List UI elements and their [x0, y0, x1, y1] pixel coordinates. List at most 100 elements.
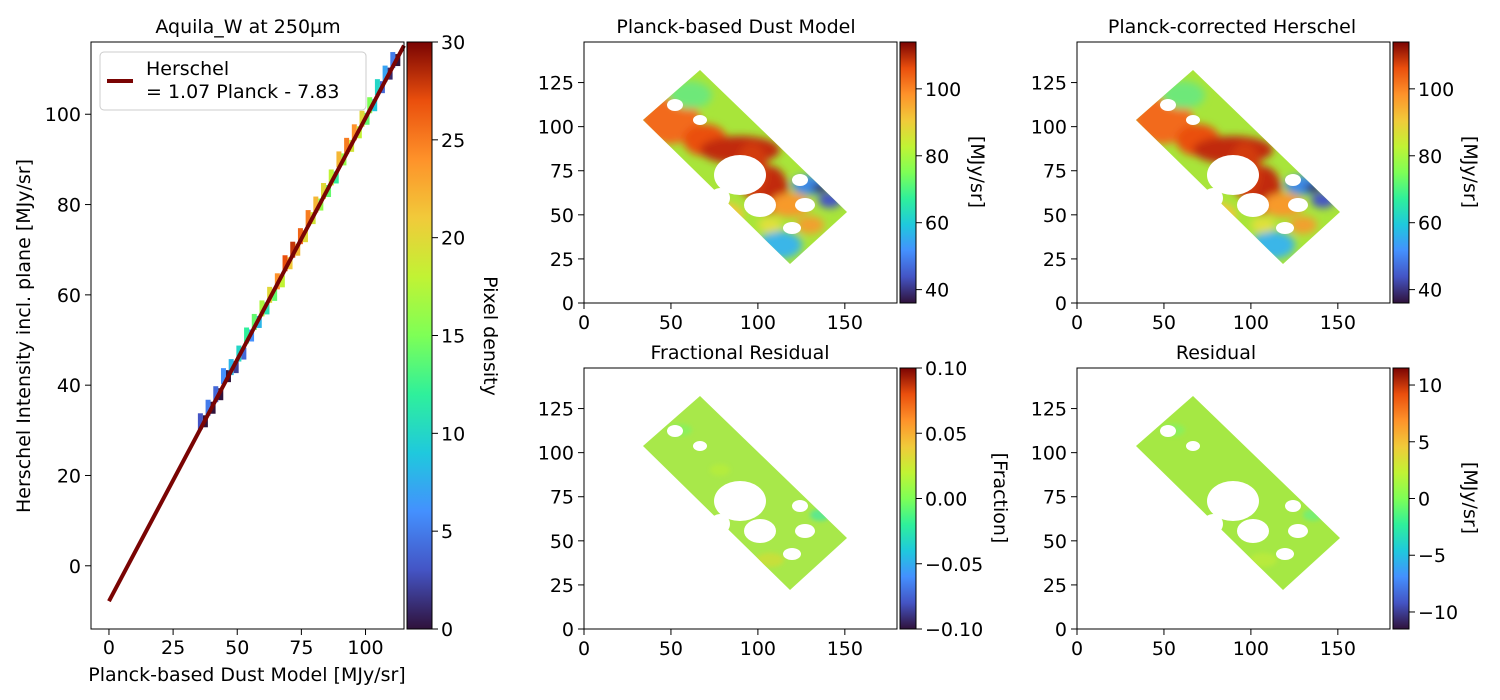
- density-cell: [205, 399, 211, 416]
- colorbar-tick-label: 0.00: [925, 489, 967, 511]
- x-tick-label: 75: [289, 637, 313, 659]
- y-tick-label: 125: [538, 399, 574, 421]
- x-tick-label: 50: [1152, 638, 1176, 660]
- map-colorbar: [899, 367, 917, 630]
- x-tick-label: 50: [1152, 312, 1176, 334]
- y-tick-label: 0: [1055, 619, 1067, 641]
- map-colorbar: [1392, 41, 1410, 304]
- map-colorbar-label: [MJy/sr]: [1459, 462, 1481, 534]
- density-cell: [359, 110, 365, 127]
- map-image: [1136, 396, 1340, 590]
- colorbar-tick-label: 10: [441, 423, 465, 445]
- density-cell: [251, 313, 257, 330]
- map-colorbar-ticks: 40 60 80 100: [1409, 79, 1454, 302]
- x-tick-label: 150: [827, 312, 863, 334]
- map-y-ticks: 0 25 50 75 100 125: [538, 399, 584, 641]
- x-tick-label: 150: [827, 638, 863, 660]
- masked-holes: [667, 99, 815, 234]
- x-tick-label: 150: [1320, 638, 1356, 660]
- map-colorbar-ticks: 40 60 80 100: [916, 79, 961, 302]
- colorbar-tick-label: 40: [925, 280, 949, 302]
- x-tick-label: 50: [659, 638, 683, 660]
- masked-holes: [667, 425, 815, 560]
- y-tick-label: 25: [1043, 575, 1067, 597]
- y-tick-label: 125: [538, 73, 574, 95]
- y-tick-label: 125: [1031, 73, 1067, 95]
- x-tick-label: 0: [578, 312, 590, 334]
- colorbar-tick-label: 100: [925, 79, 961, 101]
- colorbar-tick-label: 25: [441, 130, 465, 152]
- colorbar-tick-label: −0.10: [925, 619, 983, 641]
- density-cell: [244, 327, 250, 344]
- x-tick-label: 50: [225, 637, 249, 659]
- map-frame: [583, 367, 898, 630]
- y-tick-label: 80: [57, 195, 81, 217]
- y-tick-label: 0: [562, 293, 574, 315]
- colorbar-tick-label: 100: [1418, 79, 1454, 101]
- map-frame: [1076, 41, 1391, 304]
- density-cell: [328, 169, 334, 186]
- map-title: Planck-corrected Herschel: [1108, 16, 1356, 38]
- y-tick-label: 0: [562, 619, 574, 641]
- density-cell: [233, 361, 239, 374]
- colorbar-gradient: [406, 41, 433, 630]
- colorbar-tick-label: 30: [441, 32, 465, 54]
- density-cell: [279, 275, 285, 288]
- y-tick-label: 75: [550, 487, 574, 509]
- x-tick-label: 50: [659, 312, 683, 334]
- density-cell: [241, 347, 247, 360]
- colorbar-tick-label: 5: [1418, 432, 1430, 454]
- density-cell: [344, 137, 350, 154]
- density-cell: [321, 183, 327, 200]
- scatter-legend: Herschel = 1.07 Planck - 7.83: [99, 51, 367, 111]
- density-cell: [336, 151, 342, 168]
- map-frame: [583, 41, 898, 304]
- x-tick-label: 150: [1320, 312, 1356, 334]
- scatter-colorbar: 0 5 10 15 20 25 30 Pixel density: [406, 32, 501, 641]
- scatter-x-axis-label: Planck-based Dust Model [MJy/sr]: [88, 664, 405, 686]
- colorbar-tick-label: 15: [441, 326, 465, 348]
- map-y-ticks: 0 25 50 75 100 125: [1031, 399, 1077, 641]
- density-cell: [290, 241, 296, 258]
- x-tick-label: 100: [1233, 312, 1269, 334]
- map-y-ticks: 0 25 50 75 100 125: [538, 73, 584, 315]
- y-tick-label: 60: [57, 285, 81, 307]
- y-tick-label: 0: [69, 556, 81, 578]
- density-cell: [333, 171, 339, 184]
- colorbar-tick-label: 0: [441, 619, 453, 641]
- colorbar-ticks: 0 5 10 15 20 25 30: [432, 32, 465, 641]
- map-y-ticks: 0 25 50 75 100 125: [1031, 73, 1077, 315]
- density-cell: [264, 302, 270, 315]
- density-cell: [213, 386, 219, 403]
- colorbar-tick-label: −5: [1418, 545, 1446, 567]
- map-colorbar: [1392, 367, 1410, 630]
- colorbar-tick-label: 60: [1418, 213, 1442, 235]
- scatter-x-ticks: 0 25 50 75 100: [103, 629, 384, 659]
- scatter-plot-frame: [90, 41, 405, 630]
- map-colorbar: [899, 41, 917, 304]
- colorbar-tick-label: 0.10: [925, 358, 967, 380]
- y-tick-label: 40: [57, 375, 81, 397]
- legend-label-line1: Herschel: [146, 58, 229, 80]
- colorbar-tick-label: 0: [1418, 489, 1430, 511]
- map-colorbar-label: [MJy/sr]: [1459, 136, 1481, 208]
- colorbar-tick-label: −10: [1418, 602, 1458, 624]
- density-cell: [220, 368, 226, 385]
- y-tick-label: 75: [550, 161, 574, 183]
- density-cell: [372, 99, 378, 112]
- y-tick-label: 50: [550, 205, 574, 227]
- y-tick-label: 100: [538, 443, 574, 465]
- map-image: [1136, 70, 1340, 264]
- colorbar-tick-label: 80: [1418, 146, 1442, 168]
- map-title: Residual: [1176, 342, 1256, 364]
- colorbar-tick-label: 20: [441, 228, 465, 250]
- legend-label-line2: = 1.07 Planck - 7.83: [146, 81, 339, 103]
- density-cell: [282, 255, 288, 272]
- density-cell: [305, 210, 311, 227]
- scatter-title: Aquila_W at 250µm: [155, 16, 340, 38]
- masked-holes: [1160, 99, 1308, 234]
- x-tick-label: 100: [740, 312, 776, 334]
- y-tick-label: 50: [550, 531, 574, 553]
